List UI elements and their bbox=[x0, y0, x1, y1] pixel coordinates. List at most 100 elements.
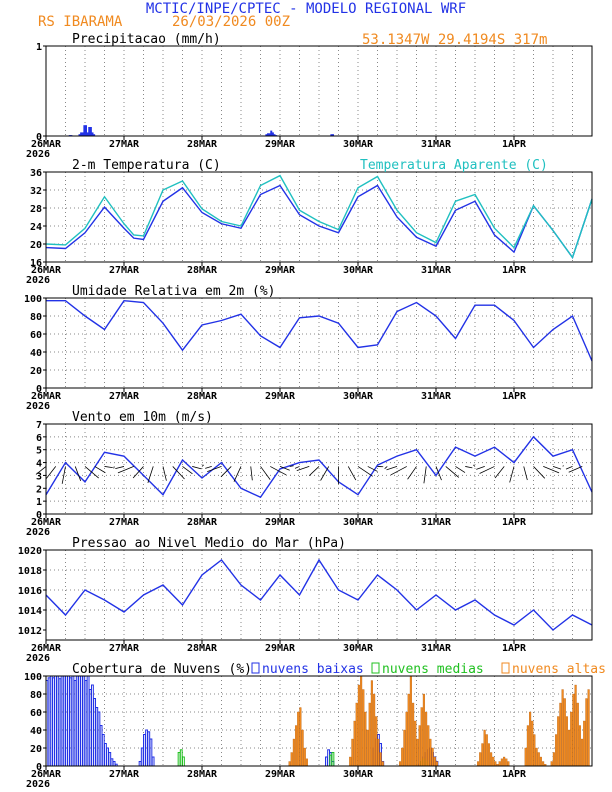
cloud-bar-orange bbox=[412, 702, 415, 767]
xtick-label: 26MAR bbox=[31, 139, 62, 150]
wind-arrow bbox=[113, 466, 115, 469]
ytick-label: 20 bbox=[30, 366, 42, 377]
xtick-label: 30MAR bbox=[343, 769, 374, 780]
cloud-bar-orange bbox=[550, 761, 553, 767]
cloud-bar-blue bbox=[106, 747, 110, 767]
xtick-label: 1APR bbox=[502, 265, 527, 276]
precip-bar bbox=[93, 134, 96, 136]
wind-arrow bbox=[147, 466, 154, 483]
precip-bar bbox=[88, 127, 91, 136]
xtick-label: 28MAR bbox=[187, 139, 218, 150]
cloud-bar-orange bbox=[433, 756, 436, 767]
wind-arrow bbox=[543, 466, 560, 474]
ytick-label: 1016 bbox=[18, 586, 42, 597]
cloud-bar-blue bbox=[54, 675, 58, 767]
cloud-bar-orange bbox=[366, 729, 369, 767]
year-label: 2026 bbox=[26, 527, 50, 538]
cloud-bar-green bbox=[329, 754, 333, 767]
year-label: 2026 bbox=[26, 401, 50, 412]
ytick-label: 16 bbox=[30, 258, 42, 269]
cloud-bar-orange bbox=[505, 758, 508, 767]
wind-arrow bbox=[294, 466, 300, 469]
wind-arrow bbox=[552, 466, 562, 470]
wind-arrow bbox=[473, 464, 476, 467]
cloud-bar-orange bbox=[377, 738, 380, 767]
wind-arrow bbox=[384, 466, 388, 469]
legend-label: nuvens altas bbox=[512, 662, 606, 677]
cloud-bar-blue bbox=[112, 761, 116, 767]
wind-arrow bbox=[533, 466, 546, 479]
xtick-label: 27MAR bbox=[109, 643, 140, 654]
legend-label: nuvens medias bbox=[382, 662, 484, 677]
cloud-bar-blue bbox=[80, 675, 84, 767]
cloud-bar-orange bbox=[539, 756, 542, 767]
cloud-bar-blue bbox=[143, 734, 146, 767]
ytick-label: 1018 bbox=[18, 566, 42, 577]
cloud-bar-blue bbox=[108, 752, 112, 767]
wind-arrow bbox=[233, 466, 242, 482]
wind-arrow bbox=[367, 466, 378, 472]
wind-arrow bbox=[479, 466, 495, 474]
cloud-bar-blue bbox=[60, 675, 64, 767]
ytick-label: 24 bbox=[30, 222, 42, 233]
wind-arrow bbox=[74, 466, 82, 481]
cloud-bar-orange bbox=[581, 738, 584, 767]
cloud-bar-orange bbox=[565, 716, 568, 767]
cloud-bar-orange bbox=[368, 702, 371, 767]
legend-swatch bbox=[251, 662, 260, 674]
wind-arrow bbox=[84, 466, 99, 479]
series-line-wind bbox=[45, 435, 593, 499]
cloud-bar-orange bbox=[587, 689, 590, 767]
year-label: 2026 bbox=[26, 275, 50, 286]
cloud-bar-orange bbox=[351, 738, 354, 767]
wind-arrow bbox=[220, 466, 232, 478]
wind-arrow bbox=[117, 466, 134, 474]
wind-arrow bbox=[390, 466, 407, 476]
cloud-bar-orange bbox=[574, 684, 577, 767]
wind-arrow bbox=[192, 466, 202, 470]
cloud-bar-blue bbox=[71, 675, 75, 767]
year-label: 2026 bbox=[26, 149, 50, 160]
ytick-label: 1020 bbox=[18, 546, 42, 557]
cloud-bar-orange bbox=[405, 711, 408, 767]
xtick-label: 1APR bbox=[502, 769, 527, 780]
precip-bar bbox=[271, 132, 274, 136]
ytick-label: 100 bbox=[24, 294, 42, 305]
cloud-bar-blue bbox=[86, 675, 90, 767]
cloud-bar-orange bbox=[529, 711, 532, 767]
cloud-bar-orange bbox=[481, 743, 484, 767]
ytick-label: 36 bbox=[30, 168, 42, 179]
cloud-bar-blue bbox=[58, 678, 62, 767]
xtick-label: 26MAR bbox=[31, 517, 62, 528]
panel-title: Cobertura de Nuvens (%) bbox=[72, 662, 252, 677]
precip-bar bbox=[270, 130, 273, 136]
wind-arrow bbox=[182, 466, 193, 475]
wind-arrow bbox=[94, 466, 106, 474]
precip-bar bbox=[81, 132, 84, 136]
header-title: MCTIC/INPE/CPTEC - MODELO REGIONAL WRF bbox=[146, 1, 466, 17]
cloud-bar-orange bbox=[305, 758, 308, 767]
wind-arrow bbox=[308, 466, 320, 476]
cloud-bar-orange bbox=[373, 693, 376, 767]
cloud-bar-blue bbox=[62, 675, 66, 767]
wind-arrow bbox=[250, 466, 253, 481]
cloud-bar-blue bbox=[151, 756, 155, 767]
panel-temp: 16 20 24 28 32 36 26MAR 27MAR 28MAR 29MAR 30MAR 31M… bbox=[26, 158, 593, 286]
cloud-bar-blue bbox=[327, 749, 331, 767]
xtick-label: 28MAR bbox=[187, 517, 218, 528]
precip-bar bbox=[86, 132, 89, 136]
cloud-bar-blue bbox=[110, 758, 114, 767]
cloud-bar-blue bbox=[93, 698, 97, 767]
cloud-bar-orange bbox=[425, 711, 428, 767]
cloud-bar-orange bbox=[503, 756, 506, 767]
cloud-bar-green bbox=[179, 749, 183, 767]
wind-arrow bbox=[509, 466, 515, 483]
cloud-bar-orange bbox=[490, 752, 493, 767]
cloud-bar-blue bbox=[149, 738, 153, 767]
xtick-label: 30MAR bbox=[343, 517, 374, 528]
cloud-bar-orange bbox=[422, 693, 425, 767]
xtick-label: 27MAR bbox=[109, 391, 140, 402]
cloud-bar-blue bbox=[56, 675, 60, 767]
cloud-bar-blue bbox=[75, 675, 79, 767]
